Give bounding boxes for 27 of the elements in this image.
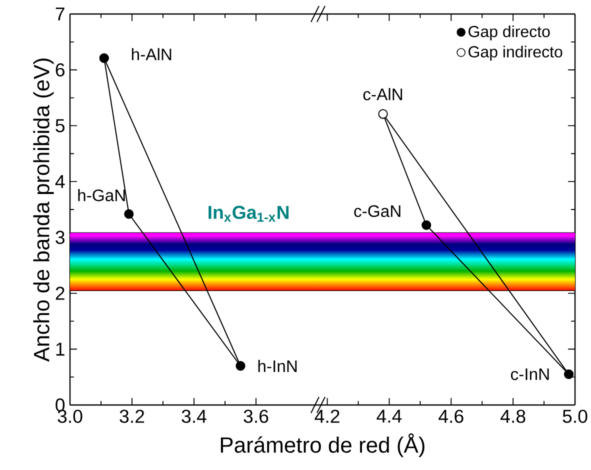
legend-label: Gap directo (468, 25, 550, 40)
x-axis-title: Parámetro de red (Å) (220, 433, 424, 458)
x-tick-label: 3.0 (58, 410, 82, 423)
y-axis-title: Ancho de banda prohibida (eV) (33, 58, 54, 362)
annotation: c-GaN (354, 205, 400, 218)
y-tick-label: 7 (56, 8, 64, 20)
x-tick-label: 5.0 (562, 410, 588, 423)
y-tick-label: 4 (55, 175, 65, 188)
annotation: h-GaN (78, 189, 125, 202)
x-tick-label: 4.6 (438, 410, 464, 423)
x-tick-label: 3.4 (182, 410, 206, 423)
annotation: c-InN (510, 368, 549, 380)
annotation: h-AlN (132, 48, 172, 60)
y-tick-label: 2 (56, 286, 64, 300)
annotation: h-InN (258, 360, 297, 372)
y-tick-label: 3 (56, 230, 64, 244)
band-label: In$_{x}$Ga$_{1-x}$N (208, 206, 289, 222)
x-tick-label: 3.2 (120, 410, 144, 423)
x-tick-label: 4.4 (376, 410, 402, 423)
annotation: c-AlN (363, 88, 402, 100)
y-tick-label: 5 (56, 119, 65, 132)
x-tick-label: 3.6 (244, 410, 268, 423)
x-tick-label: 4.2 (314, 410, 340, 423)
legend-label: Gap indirecto (468, 46, 562, 61)
y-tick-label: 1 (56, 342, 64, 356)
x-tick-label: 4.8 (500, 410, 526, 423)
y-tick-label: 6 (56, 63, 64, 76)
